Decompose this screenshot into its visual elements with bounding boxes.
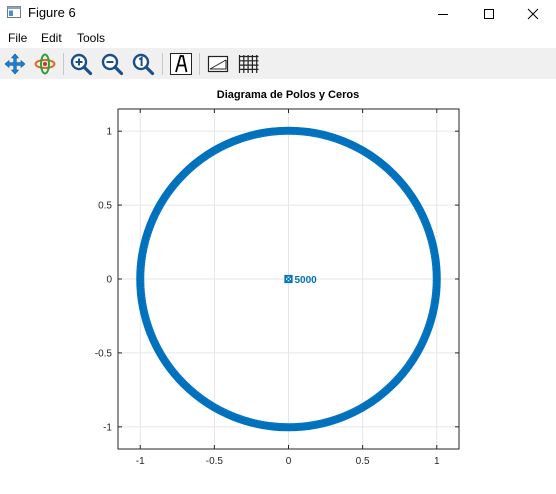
close-icon bbox=[527, 8, 539, 20]
y-tick-label: 0 bbox=[106, 275, 112, 286]
toolbar-separator bbox=[162, 53, 163, 75]
pole-zero-chart: 5000 -1 -0.5 0 0.5 1 -1 -0.5 0 0.5 1 Diagrama de … bbox=[95, 89, 460, 467]
figure-canvas: 5000 -1 -0.5 0 0.5 1 -1 -0.5 0 0.5 1 Diagrama de … bbox=[0, 79, 556, 494]
minimize-button[interactable] bbox=[420, 0, 466, 28]
multiplicity-label: 5000 bbox=[295, 275, 318, 286]
menu-edit[interactable]: Edit bbox=[41, 31, 62, 45]
unit-circle-points bbox=[136, 126, 441, 432]
window-title: Figure 6 bbox=[28, 5, 76, 20]
menu-tools[interactable]: Tools bbox=[77, 31, 106, 45]
zoom-out-button[interactable] bbox=[99, 51, 125, 77]
zoom-reset-icon bbox=[132, 53, 155, 76]
axes-toggle-button[interactable] bbox=[205, 51, 231, 77]
close-button[interactable] bbox=[510, 0, 556, 28]
zoom-in-icon bbox=[70, 53, 93, 76]
figure-app-icon bbox=[7, 6, 21, 18]
x-tick-label: -0.5 bbox=[206, 456, 224, 467]
rotate-icon bbox=[34, 53, 56, 75]
pan-button[interactable] bbox=[2, 51, 28, 77]
menu-file[interactable]: File bbox=[8, 31, 28, 45]
zoom-in-button[interactable] bbox=[68, 51, 94, 77]
y-tick-label: -1 bbox=[103, 422, 112, 433]
grid-toggle-icon bbox=[238, 55, 259, 73]
rotate-button[interactable] bbox=[32, 51, 58, 77]
unit-circle-series bbox=[136, 126, 441, 432]
y-tick-label: 0.5 bbox=[98, 201, 112, 212]
pan-icon bbox=[4, 53, 26, 75]
zoom-reset-button[interactable] bbox=[130, 51, 156, 77]
y-tick-label: -0.5 bbox=[95, 348, 113, 359]
zero-o-marker bbox=[285, 275, 292, 283]
toolbar-separator bbox=[63, 53, 64, 75]
maximize-button[interactable] bbox=[466, 0, 512, 28]
chart-title: Diagrama de Polos y Ceros bbox=[217, 89, 359, 101]
pole-zero-markers: 5000 bbox=[284, 274, 318, 286]
toolbar bbox=[0, 48, 556, 79]
maximize-icon bbox=[484, 9, 494, 19]
unit-circle-texture bbox=[142, 133, 435, 425]
toolbar-separator bbox=[199, 53, 200, 75]
x-tick-label: 0.5 bbox=[356, 456, 370, 467]
zoom-out-icon bbox=[101, 53, 124, 76]
title-bar: Figure 6 bbox=[0, 0, 556, 28]
x-tick-label: 0 bbox=[286, 456, 292, 467]
text-annotation-icon bbox=[170, 53, 192, 75]
grid-toggle-button[interactable] bbox=[236, 51, 262, 77]
minimize-icon bbox=[438, 14, 448, 15]
text-annotation-button[interactable] bbox=[168, 51, 194, 77]
menu-bar: File Edit Tools bbox=[0, 28, 556, 48]
y-tick-label: 1 bbox=[106, 127, 112, 138]
x-tick-label: -1 bbox=[136, 456, 145, 467]
axes-toggle-icon bbox=[207, 55, 229, 73]
x-tick-label: 1 bbox=[434, 456, 440, 467]
axis-ticks: -1 -0.5 0 0.5 1 -1 -0.5 0 0.5 1 bbox=[95, 109, 459, 467]
